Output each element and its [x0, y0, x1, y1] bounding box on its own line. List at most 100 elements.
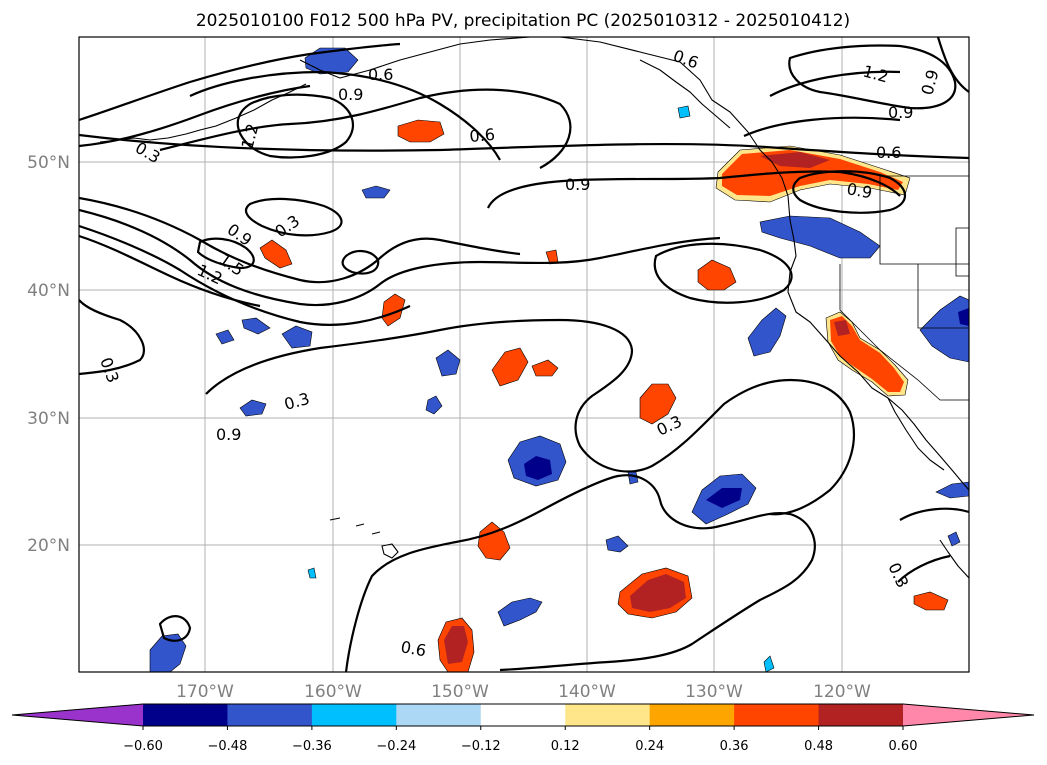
contour-1.2-ne — [788, 44, 957, 110]
colorbar-segment — [649, 704, 735, 726]
aleutians — [99, 83, 307, 143]
precip-blob-4 — [697, 259, 737, 291]
precip-neg-5-max — [524, 456, 552, 480]
precip-neg-18 — [763, 655, 775, 672]
precip-neg-16 — [215, 329, 235, 345]
precip-neg-11 — [149, 633, 187, 672]
precip-neg-17 — [425, 395, 443, 415]
coast-islands — [639, 59, 731, 129]
precip-blob-3 — [381, 293, 406, 327]
lat-label: 50°N — [27, 153, 70, 173]
latitude-labels: 50°N 40°N 30°N 20°N — [27, 153, 70, 556]
colorbar-tick-label: −0.24 — [376, 739, 416, 754]
lon-label: 150°W — [431, 682, 489, 702]
precip-neg-1 — [304, 47, 359, 75]
contour-0.3-southeast — [899, 507, 969, 521]
precip-blob-6 — [531, 359, 559, 377]
contour-0.3-small-loop — [244, 197, 343, 237]
colorbar-tick-label: 0.24 — [635, 739, 664, 754]
precip-neg-4-max — [958, 308, 969, 326]
precip-neg-22 — [307, 567, 317, 579]
colorbar-extension-low — [12, 704, 143, 726]
precip-neg-6-max — [706, 488, 742, 508]
map-panel: 0.3 0.3 0.3 0.3 0.3 0.3 0.6 0.6 0.6 0.6 … — [79, 37, 969, 672]
contour-0.9-mid — [486, 170, 901, 209]
precip-neg-3 — [747, 307, 787, 357]
contour-0.6-mid — [159, 88, 572, 169]
contour-label: 0.9 — [216, 425, 241, 444]
contour-0.9-top-right — [936, 37, 969, 93]
contour-0.9-small-loop — [196, 237, 255, 270]
contour-0.6-ne — [743, 116, 901, 138]
precip-neg-12 — [361, 185, 391, 199]
lat-label: 40°N — [27, 281, 70, 301]
lon-label: 130°W — [685, 682, 743, 702]
precip-negative-areas — [149, 47, 969, 672]
contour-0.3-central — [205, 318, 855, 516]
precip-blob-9-max — [630, 574, 686, 612]
colorbar-tick-label: 0.48 — [804, 739, 833, 754]
pv-contours — [79, 37, 969, 672]
colorbar-tick-label: −0.12 — [461, 739, 501, 754]
contour-label: 0.9 — [565, 175, 590, 194]
colorbar-tick-label: 0.36 — [720, 739, 749, 754]
precip-neg-10 — [497, 597, 543, 627]
precip-neg-9 — [239, 399, 267, 417]
contour-label: 0.6 — [368, 65, 393, 84]
contour-label: 0.9 — [338, 85, 363, 104]
precip-blob-calif-max — [834, 320, 850, 336]
longitude-labels: 170°W 160°W 150°W 140°W 130°W 120°W — [176, 682, 871, 702]
contour-0.3-se2 — [897, 554, 951, 583]
precip-blob-1 — [397, 119, 445, 143]
hawaii — [329, 517, 399, 559]
colorbar-tick-label: 0.12 — [551, 739, 580, 754]
lon-label: 160°W — [304, 682, 362, 702]
lat-label: 30°N — [27, 409, 70, 429]
contour-0.9-loop — [189, 70, 501, 161]
colorbar-tick-label: −0.60 — [123, 739, 163, 754]
precip-neg-20 — [677, 105, 691, 119]
precip-blob-11 — [913, 591, 949, 611]
contour-0.3-north — [79, 42, 401, 122]
precip-neg-21 — [627, 471, 639, 485]
colorbar-segments — [12, 704, 1034, 726]
contour-0.9-ne — [769, 70, 901, 97]
lon-label: 120°W — [813, 682, 871, 702]
lon-label: 140°W — [558, 682, 616, 702]
precip-neg-2 — [759, 215, 881, 259]
contour-label: 0.9 — [888, 103, 913, 122]
precip-blob-2 — [259, 239, 293, 269]
contour-label: 0.6 — [876, 143, 901, 162]
contour-0.3-jet — [79, 196, 521, 284]
lon-label: 170°W — [176, 682, 234, 702]
colorbar-segment — [565, 704, 651, 726]
contour-1.2-loop — [236, 93, 355, 159]
colorbar-tick-label: −0.48 — [208, 739, 248, 754]
colorbar-segment — [396, 704, 482, 726]
precip-neg-14 — [935, 481, 969, 499]
precip-blob-8 — [477, 521, 511, 561]
precip-neg-19 — [947, 531, 961, 547]
precip-blob-pnw-core — [722, 150, 903, 196]
coast-mexico — [939, 539, 969, 579]
contour-0.3-loop2 — [653, 242, 793, 304]
contour-0.3-small-blob — [341, 250, 380, 275]
map-title: 2025010100 F012 500 hPa PV, precipitatio… — [196, 11, 850, 31]
contour-label: 0.6 — [399, 637, 427, 660]
colorbar-segment — [734, 704, 820, 726]
map-frame — [78, 36, 970, 673]
precip-blob-5 — [491, 347, 529, 387]
colorbar-extension-high — [903, 704, 1034, 726]
contour-0.6-north — [79, 84, 311, 148]
contour-1.5-jet — [79, 234, 261, 308]
precip-blob-10-max — [444, 626, 468, 664]
colorbar-ticks: −0.60 −0.48 −0.36 −0.24 −0.12 0.12 0.24 0.36 0.4… — [123, 726, 917, 754]
coast-baja — [887, 397, 945, 471]
contour-0.6-island — [158, 615, 192, 642]
colorbar-segment — [311, 704, 397, 726]
colorbar-segment — [143, 704, 228, 726]
colorbar-tick-label: −0.36 — [292, 739, 332, 754]
contour-0.3-south — [79, 299, 146, 376]
precip-blob-7 — [639, 383, 677, 425]
